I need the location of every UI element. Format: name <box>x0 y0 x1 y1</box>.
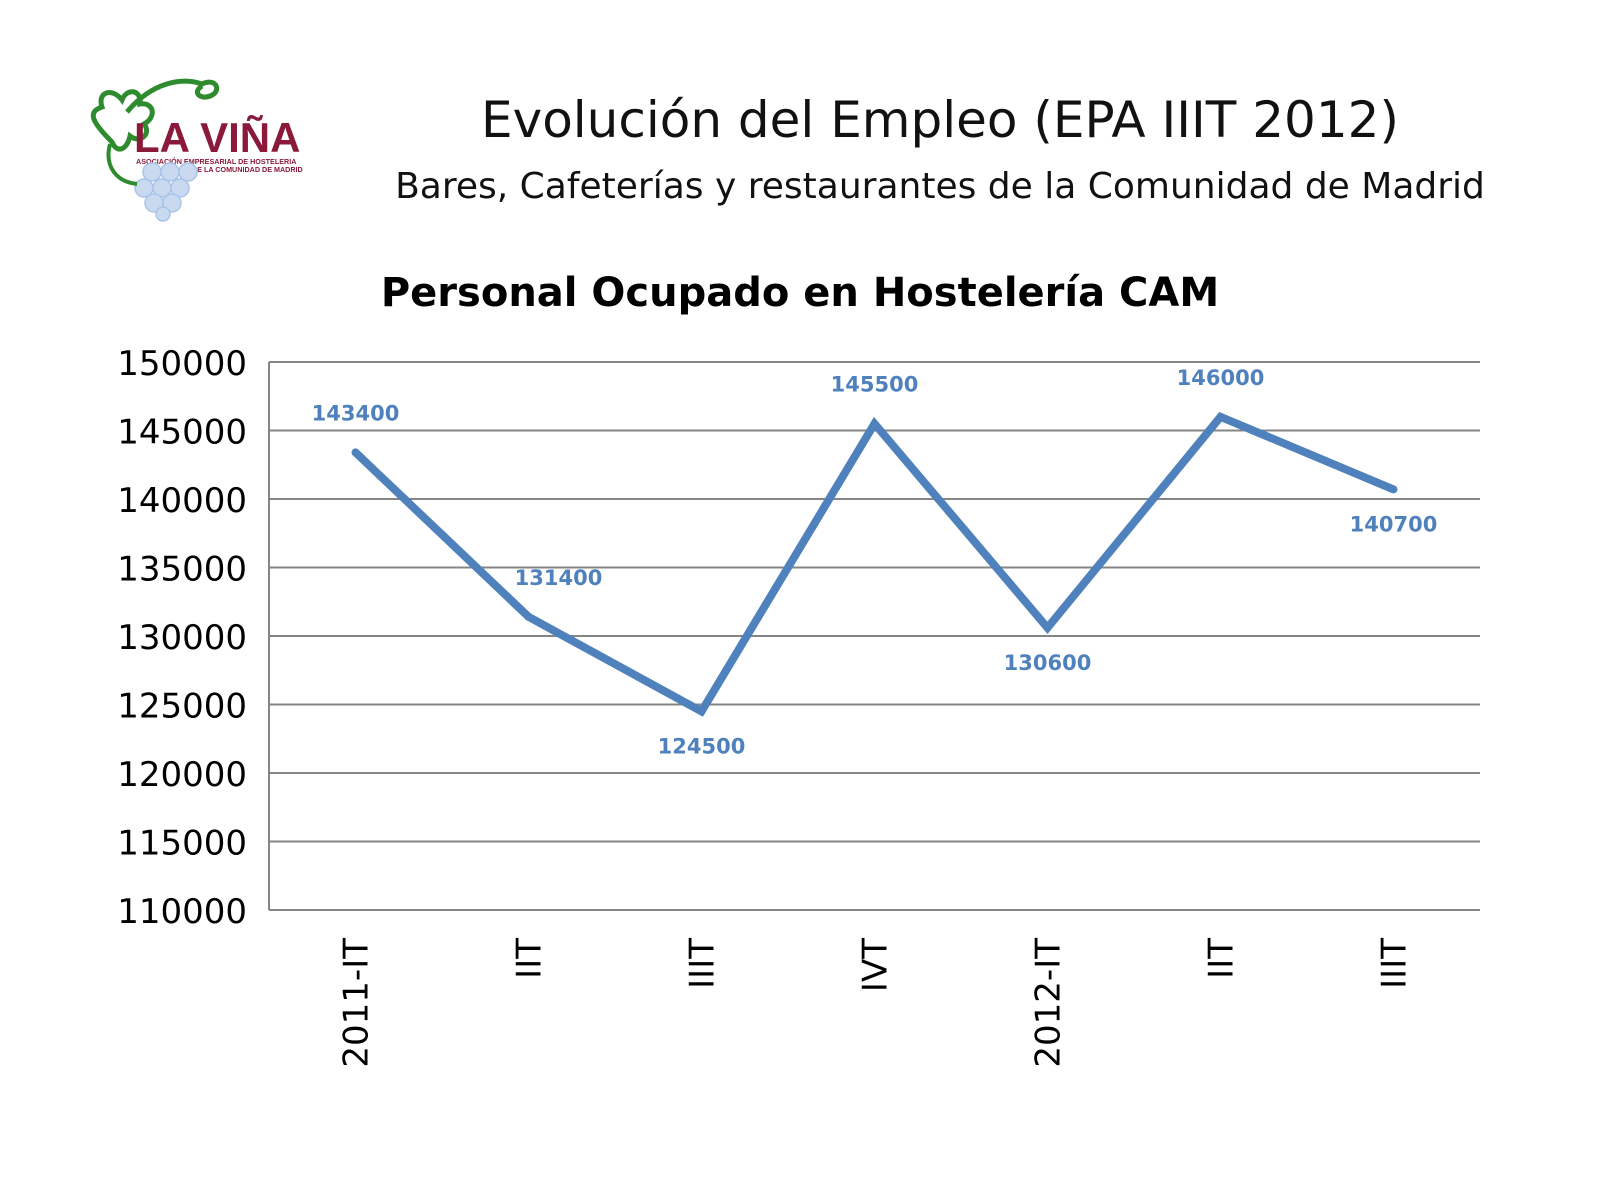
y-tick-label: 145000 <box>117 413 247 453</box>
vine-leaf-icon <box>90 89 155 152</box>
chart-title: Personal Ocupado en Hostelería CAM <box>380 270 1220 316</box>
data-label: 145500 <box>831 373 919 397</box>
data-label: 130600 <box>1004 651 1092 675</box>
data-point <box>1389 485 1398 494</box>
data-point <box>351 448 360 457</box>
data-point <box>697 707 706 716</box>
data-label: 131400 <box>515 566 603 590</box>
vine-stem-icon <box>106 143 138 186</box>
vine-tendril-icon <box>125 78 220 114</box>
data-point <box>870 419 879 428</box>
data-label: 124500 <box>658 734 746 758</box>
y-tick-label: 115000 <box>117 824 247 864</box>
data-label: 140700 <box>1350 512 1438 536</box>
x-tick-label: IVT <box>856 938 896 992</box>
x-tick-label: 2012-IT <box>1029 938 1069 1068</box>
la-vina-logo: LA VIÑA ASOCIACIÓN EMPRESARIAL DE HOSTEL… <box>90 78 303 222</box>
data-point <box>1043 623 1052 632</box>
y-tick-label: 120000 <box>117 755 247 795</box>
y-tick-label: 135000 <box>117 550 247 590</box>
logo-name: LA VIÑA <box>134 114 300 161</box>
x-tick-label: IIT <box>1202 938 1242 979</box>
y-tick-label: 125000 <box>117 687 247 727</box>
x-tick-label: IIIT <box>1375 938 1415 989</box>
y-tick-label: 140000 <box>117 481 247 521</box>
slide-title: Evolución del Empleo (EPA IIIT 2012) <box>481 91 1399 149</box>
x-tick-label: IIT <box>510 938 550 979</box>
series-line <box>352 411 1396 717</box>
grapes-icon <box>134 162 198 222</box>
x-tick-label: 2011-IT <box>337 938 377 1068</box>
y-tick-label: 110000 <box>117 892 247 932</box>
y-tick-label: 130000 <box>117 618 247 658</box>
x-tick-label: IIIT <box>683 938 723 989</box>
data-label: 143400 <box>312 401 400 425</box>
data-label: 146000 <box>1177 366 1265 390</box>
data-point <box>1216 412 1225 421</box>
data-point <box>524 612 533 621</box>
logo-tagline-1: ASOCIACIÓN EMPRESARIAL DE HOSTELERIA <box>136 157 296 166</box>
logo-tagline-2: DE LA COMUNIDAD DE MADRID <box>192 165 303 174</box>
slide-subtitle: Bares, Cafeterías y restaurantes de la C… <box>395 166 1485 207</box>
y-tick-label: 150000 <box>117 344 247 384</box>
